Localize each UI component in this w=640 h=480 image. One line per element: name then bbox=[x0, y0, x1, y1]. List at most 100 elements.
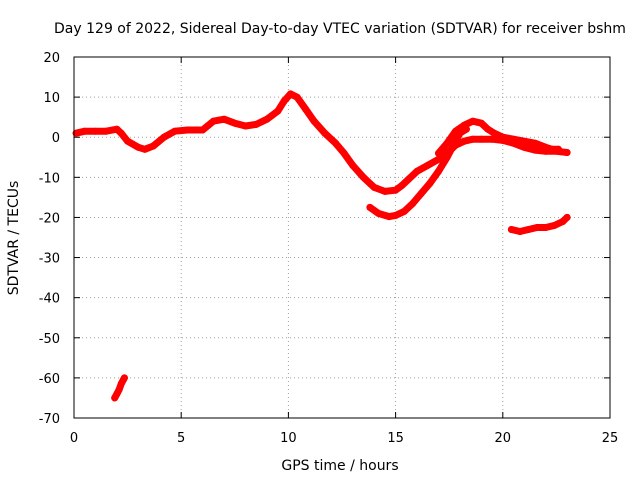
y-tick-label: -30 bbox=[39, 252, 60, 267]
data-point bbox=[124, 137, 132, 145]
x-tick-label: 20 bbox=[495, 431, 512, 446]
data-point bbox=[409, 199, 417, 207]
data-point bbox=[460, 137, 468, 145]
data-point bbox=[117, 129, 125, 137]
data-point bbox=[220, 115, 228, 123]
data-point bbox=[520, 143, 528, 151]
data-point bbox=[293, 93, 301, 101]
data-point bbox=[349, 161, 357, 169]
data-point bbox=[370, 183, 378, 191]
y-tick-label: -60 bbox=[39, 372, 60, 387]
data-point bbox=[392, 186, 400, 194]
data-point bbox=[484, 125, 492, 133]
y-tick-label: -40 bbox=[39, 292, 60, 307]
data-point bbox=[171, 127, 179, 135]
data-point bbox=[542, 224, 550, 231]
data-point bbox=[252, 120, 260, 128]
data-point bbox=[141, 145, 149, 153]
data-point bbox=[563, 149, 571, 156]
data-point bbox=[231, 119, 239, 127]
grid-layer bbox=[74, 57, 610, 418]
data-point bbox=[477, 119, 485, 127]
tick-layer: 0 5 10 15 20 25 20 10 0 -10 -20 -30 -40 -50 -60 -70 bbox=[39, 51, 619, 446]
data-point bbox=[340, 149, 348, 157]
y-tick-label: 0 bbox=[52, 131, 60, 146]
data-point bbox=[321, 129, 329, 137]
data-point bbox=[499, 133, 507, 141]
plot-frame bbox=[73, 56, 611, 419]
data-point bbox=[477, 135, 485, 143]
data-point bbox=[160, 133, 168, 141]
data-point bbox=[310, 117, 318, 125]
data-point bbox=[242, 122, 249, 130]
data-point bbox=[531, 139, 539, 147]
data-point bbox=[149, 142, 157, 150]
data-point bbox=[287, 90, 294, 98]
data-point bbox=[555, 145, 562, 153]
data-point bbox=[374, 209, 382, 217]
data-point bbox=[525, 226, 532, 233]
chart-title: Day 129 of 2022, Sidereal Day-to-day VTE… bbox=[54, 21, 626, 37]
data-point bbox=[81, 127, 89, 135]
data-point bbox=[199, 126, 207, 134]
x-tick-label: 5 bbox=[177, 431, 185, 446]
y-tick-label: -50 bbox=[39, 332, 60, 347]
data-point bbox=[469, 117, 477, 125]
x-axis-label: GPS time / hours bbox=[281, 458, 398, 474]
x-tick-label: 10 bbox=[280, 431, 297, 446]
y-tick-label: -70 bbox=[39, 412, 60, 427]
data-point bbox=[359, 173, 367, 181]
data-point bbox=[550, 222, 558, 229]
data-point bbox=[435, 167, 442, 175]
data-point bbox=[366, 203, 374, 211]
data-point bbox=[507, 226, 515, 233]
series-main-track bbox=[72, 90, 571, 195]
data-point bbox=[385, 213, 393, 221]
data-point bbox=[332, 139, 340, 147]
y-tick-label: 20 bbox=[43, 51, 60, 66]
data-point bbox=[490, 129, 498, 137]
data-point bbox=[516, 228, 524, 235]
x-tick-label: 25 bbox=[602, 431, 619, 446]
data-point bbox=[450, 141, 457, 149]
data-point bbox=[469, 135, 477, 143]
x-tick-label: 0 bbox=[70, 431, 78, 446]
data-point bbox=[510, 135, 517, 143]
data-point bbox=[413, 167, 421, 175]
data-point bbox=[405, 175, 412, 183]
data-point bbox=[533, 224, 541, 231]
data-point bbox=[417, 189, 425, 197]
data-point bbox=[115, 386, 123, 394]
data-point bbox=[520, 137, 528, 145]
data-point bbox=[120, 374, 128, 382]
data-point bbox=[134, 143, 142, 151]
data-point bbox=[542, 143, 550, 151]
data-point bbox=[274, 107, 282, 115]
data-point bbox=[488, 135, 496, 143]
data-point bbox=[563, 213, 571, 221]
data-point bbox=[280, 97, 288, 105]
data-point bbox=[184, 126, 192, 134]
series-layer bbox=[72, 90, 571, 402]
y-tick-label: -10 bbox=[39, 171, 60, 186]
x-tick-label: 15 bbox=[387, 431, 404, 446]
data-point bbox=[435, 155, 442, 163]
data-point bbox=[302, 105, 310, 113]
data-point bbox=[456, 129, 464, 137]
data-point bbox=[263, 115, 271, 123]
data-point bbox=[443, 153, 451, 161]
data-point bbox=[91, 127, 99, 135]
data-point bbox=[424, 161, 432, 169]
data-point bbox=[548, 145, 556, 153]
data-point bbox=[443, 139, 451, 147]
data-point bbox=[398, 181, 406, 189]
y-tick-label: -20 bbox=[39, 211, 60, 226]
data-point bbox=[392, 211, 400, 219]
data-point bbox=[102, 127, 110, 135]
data-point bbox=[209, 117, 217, 125]
data-point bbox=[435, 149, 442, 157]
y-axis-label: SDTVAR / TECUs bbox=[6, 181, 22, 296]
data-point bbox=[381, 187, 389, 195]
data-point bbox=[531, 146, 539, 154]
